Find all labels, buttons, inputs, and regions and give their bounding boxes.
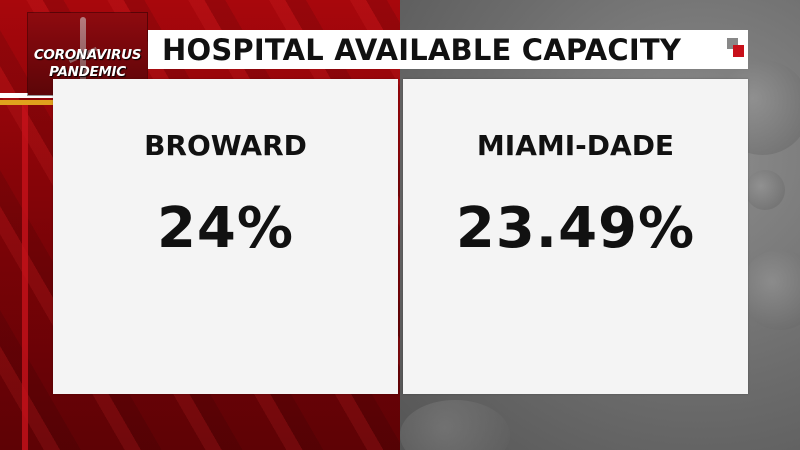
accent-stripe-red — [22, 105, 28, 450]
square-red-icon — [733, 45, 744, 57]
logo-text-line2: PANDEMIC — [49, 64, 126, 80]
title-bar: HOSPITAL AVAILABLE CAPACITY — [148, 30, 748, 69]
county-name: BROWARD — [144, 129, 307, 162]
virus-icon — [400, 400, 510, 450]
county-panel-miami-dade: MIAMI-DADE 23.49% — [403, 79, 748, 394]
capacity-value: 24% — [156, 196, 295, 261]
capacity-value: 23.49% — [455, 196, 696, 261]
station-bug-icon — [727, 38, 744, 57]
page-title: HOSPITAL AVAILABLE CAPACITY — [162, 33, 682, 67]
virus-icon — [740, 250, 800, 330]
county-panel-broward: BROWARD 24% — [53, 79, 398, 394]
accent-stripe-gold — [0, 100, 85, 105]
square-gray-icon — [727, 38, 738, 49]
county-name: MIAMI-DADE — [476, 129, 675, 162]
logo-text-line1: CORONAVIRUS — [33, 47, 142, 63]
virus-icon — [745, 170, 785, 210]
